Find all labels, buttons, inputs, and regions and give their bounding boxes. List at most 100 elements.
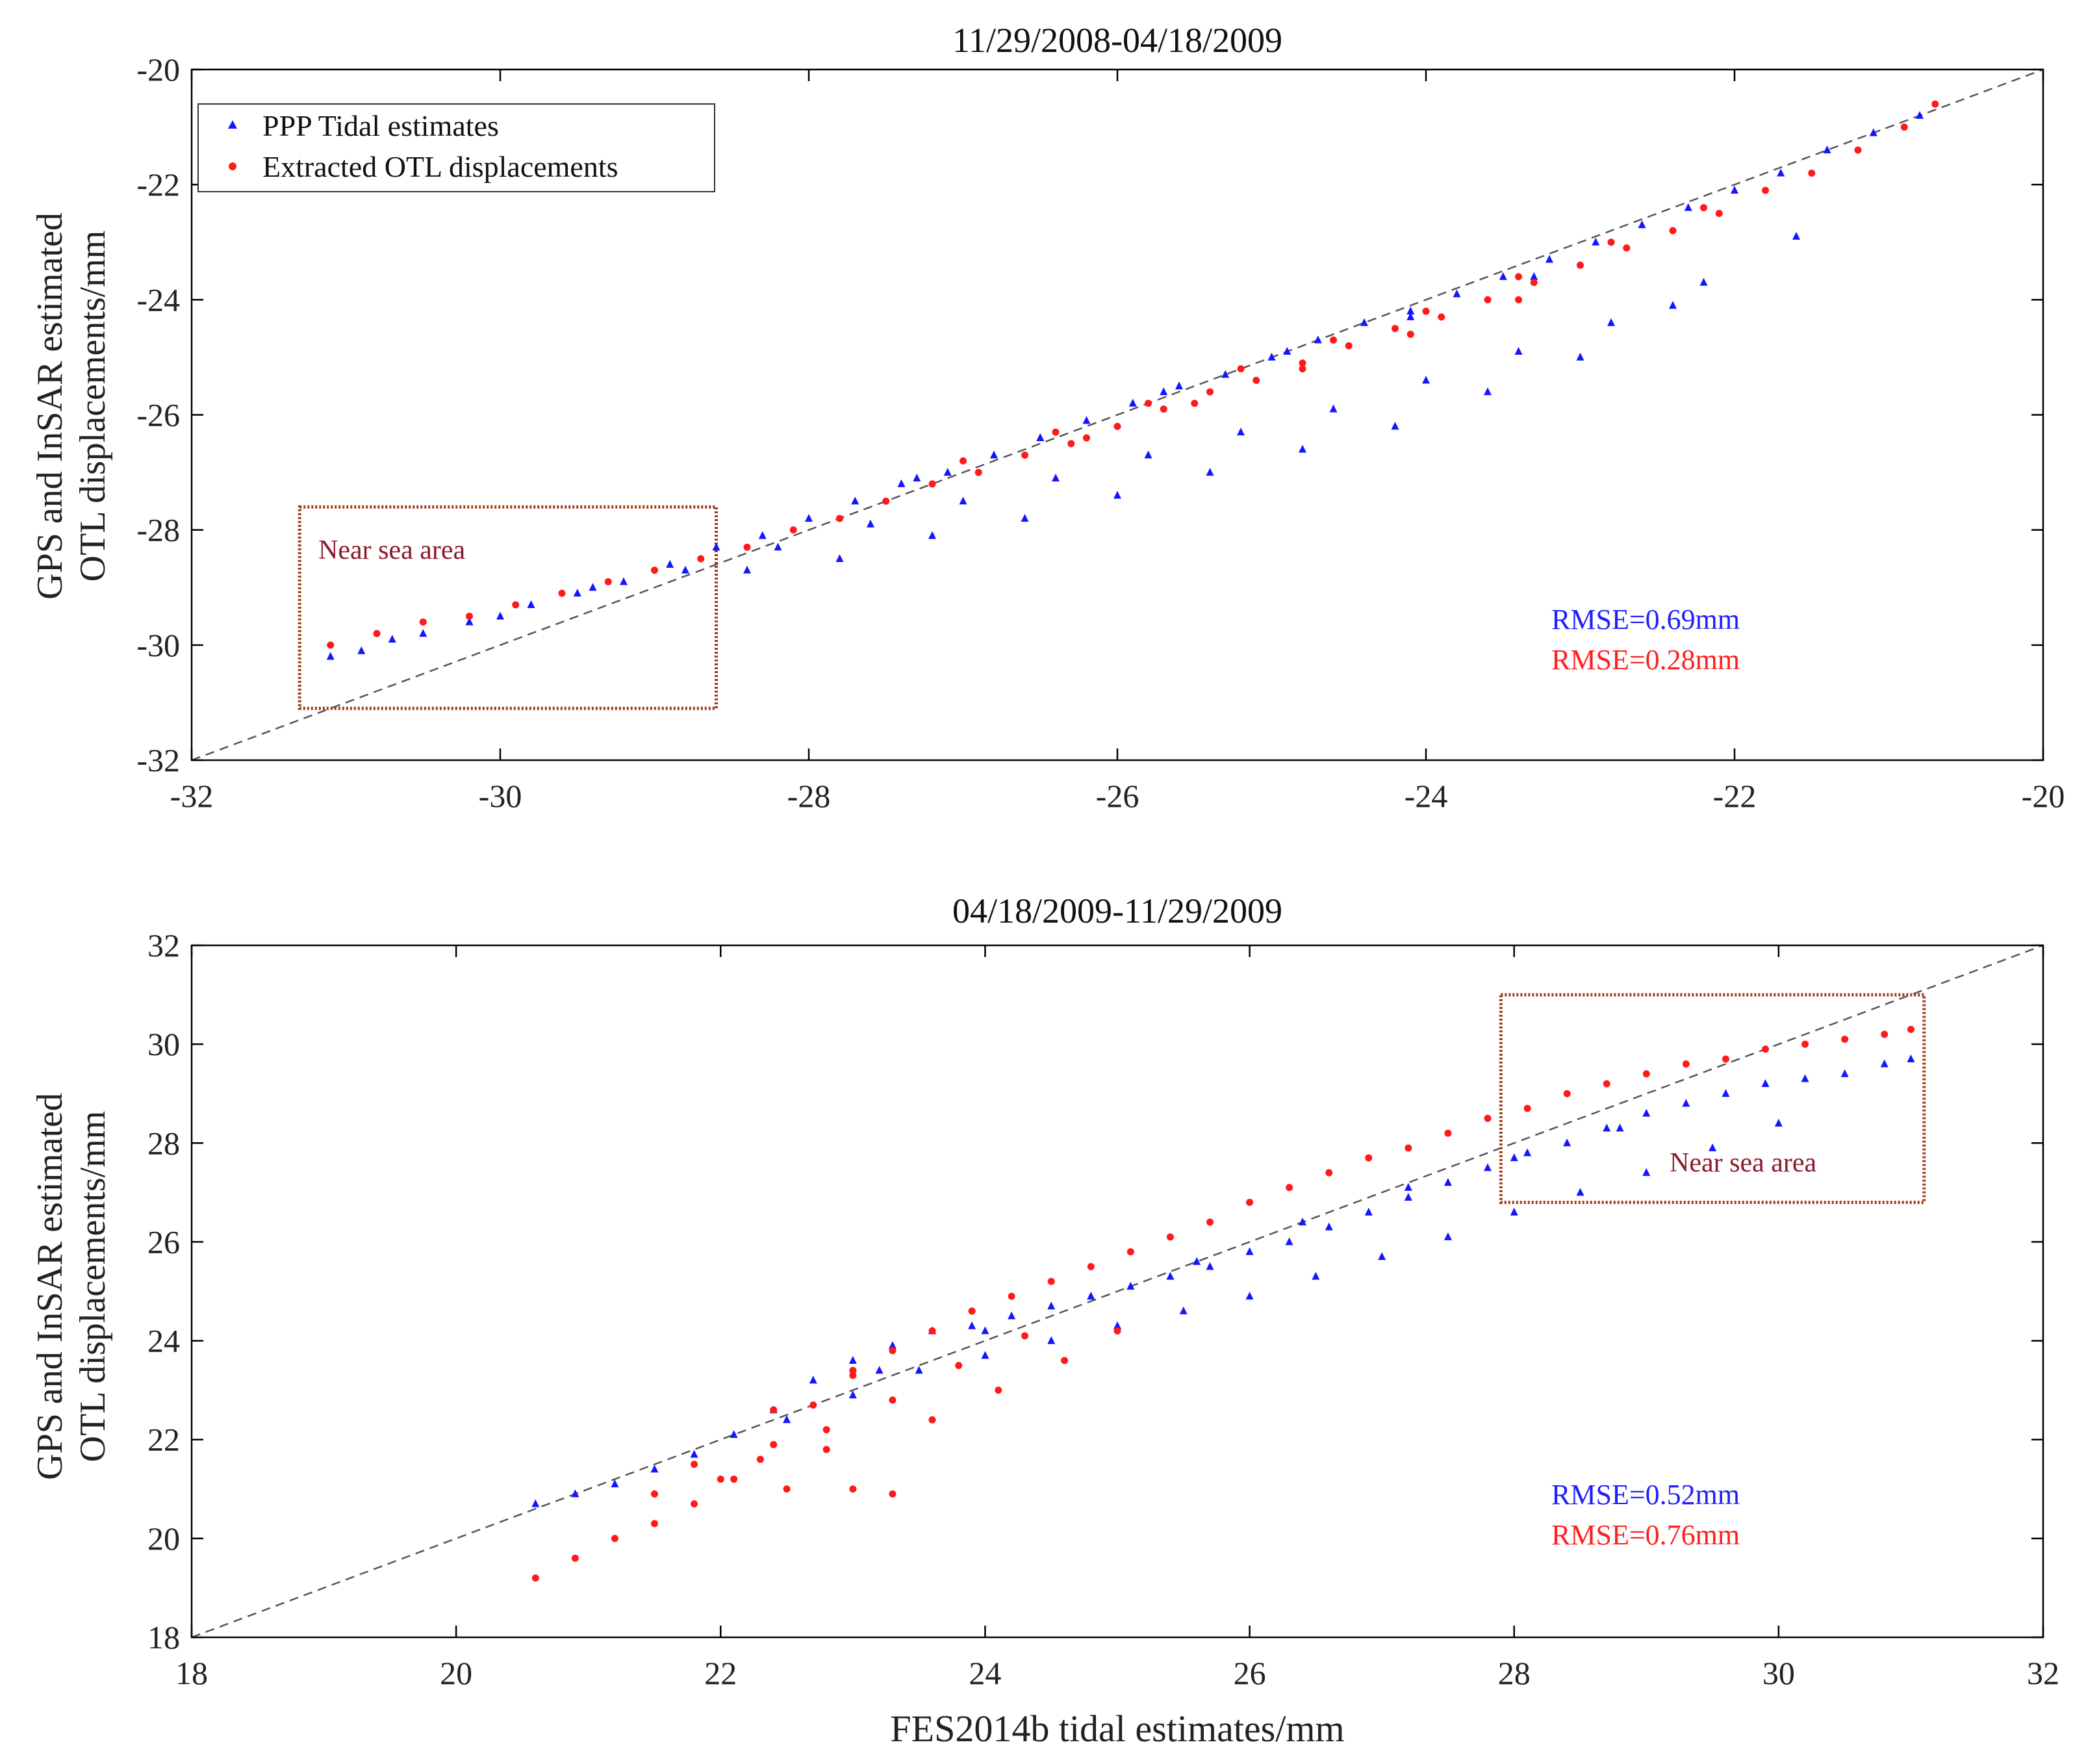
chart-top-ppp-tidal-point (1283, 347, 1291, 355)
chart-top-otl-displacement-point (789, 526, 797, 534)
chart-top-otl-displacement-point (1083, 434, 1090, 442)
chart-top-y-tick-label: -30 (136, 627, 180, 663)
chart-top-y-tick-label: -28 (136, 512, 180, 548)
chart-bottom-x-tick-label: 24 (969, 1655, 1001, 1691)
chart-bottom-rmse-red: RMSE=0.76mm (1551, 1519, 1740, 1551)
chart-top-otl-displacement-point (1762, 186, 1769, 194)
chart-bottom-x-tick-label: 26 (1234, 1655, 1266, 1691)
chart-top-ppp-tidal-point (990, 450, 998, 459)
chart-top-ppp-tidal-point (1669, 301, 1677, 309)
chart-top-y-label: GPS and InSAR estimated OTL displacement… (30, 212, 113, 600)
chart-bottom-y-tick-label: 18 (147, 1619, 180, 1655)
chart-top-y-label-line1: GPS and InSAR estimated (30, 212, 70, 600)
chart-bottom-otl-displacement-point (849, 1366, 857, 1374)
chart-top-ppp-tidal-point (1499, 272, 1507, 280)
chart-top-otl-displacement-point (1330, 336, 1337, 344)
chart-bottom-y-tick-label: 24 (147, 1323, 180, 1359)
chart-bottom-ppp-tidal-point (1642, 1108, 1651, 1117)
chart-bottom-ppp-tidal-point (1761, 1079, 1770, 1087)
chart-top-ppp-tidal-point (1082, 416, 1091, 424)
chart-bottom-ppp-tidal-point (1126, 1281, 1135, 1290)
chart-bottom-ppp-tidal-point (690, 1450, 698, 1458)
chart-top-ppp-tidal-point (1128, 398, 1137, 407)
chart-top-ppp-tidal-point (1592, 237, 1600, 246)
chart-top-ppp-tidal-point (943, 468, 952, 476)
chart-top-ppp-tidal-point (589, 583, 597, 591)
chart-top-rmse-red: RMSE=0.28mm (1551, 644, 1740, 676)
chart-bottom-otl-displacement-point (756, 1455, 764, 1463)
chart-bottom-otl-displacement-point (822, 1426, 830, 1433)
chart-bottom-otl-displacement-point (1206, 1218, 1214, 1226)
chart-top-ppp-tidal-point (851, 496, 859, 505)
chart-bottom-otl-displacement-point (1907, 1025, 1914, 1033)
chart-top-otl-displacement-point (743, 543, 751, 551)
chart-bottom-ppp-tidal-point (1709, 1143, 1717, 1151)
chart-bottom-ppp-tidal-point (1907, 1054, 1915, 1062)
chart-bottom-ppp-tidal-point (1325, 1222, 1333, 1231)
chart-top-y-label-line2: OTL displacements/mm (73, 231, 113, 582)
chart-top-ppp-tidal-point (1391, 422, 1399, 430)
chart-bottom-ppp-tidal-point (1510, 1153, 1518, 1162)
chart-bottom-otl-displacement-point (1603, 1080, 1610, 1088)
chart-bottom-otl-displacement-point (1325, 1169, 1333, 1177)
chart-bottom-ppp-tidal-point (1801, 1074, 1809, 1082)
chart-top-ppp-tidal-point (758, 531, 767, 539)
chart-top-otl-displacement-point (697, 555, 705, 563)
chart-bottom-ppp-tidal-point (1880, 1059, 1889, 1067)
chart-top-ppp-tidal-point (1221, 370, 1230, 378)
chart-top-ticks: -32 -30 -28 -26 -24 -22 -20 -32 -30 -28 -26 -24 -22 -… (136, 51, 2065, 814)
chart-top-ppp-tidal-point (1206, 468, 1214, 476)
chart-top-otl-displacement-point (1253, 376, 1260, 384)
chart-bottom-otl-displacement-point (1047, 1277, 1055, 1285)
chart-bottom-ppp-tidal-point (531, 1499, 540, 1507)
chart-top-ppp-tidal-point (1406, 307, 1415, 315)
chart-top-ppp-tidal-point (1777, 168, 1785, 177)
chart-top-ppp-tidal-point (774, 543, 782, 551)
chart-bottom-otl-displacement-point (691, 1500, 698, 1508)
chart-top-ppp-tidal-point (1607, 318, 1615, 326)
chart-top-otl-displacement-point (882, 497, 890, 505)
chart-bottom-ppp-tidal-point (1484, 1163, 1492, 1171)
chart-bottom-otl-displacement-point (1087, 1262, 1095, 1270)
chart-bottom-otl-displacement-point (1286, 1184, 1293, 1192)
chart-top-otl-displacement-point (974, 468, 982, 476)
chart-top-otl-displacement-point (604, 578, 612, 585)
chart-top-ppp-tidal-point (357, 646, 366, 654)
chart-top-otl-displacement-point (1160, 405, 1167, 413)
chart-top-ppp-tidal-point (1792, 231, 1800, 240)
chart-top-ppp-tidal-point (712, 543, 720, 551)
chart-top-x-tick-label: -30 (479, 778, 522, 814)
chart-bottom-ppp-tidal-point (848, 1390, 857, 1399)
chart-top-ppp-tidal-point (527, 600, 535, 608)
chart-top-y-tick-label: -32 (136, 742, 180, 778)
chart-bottom-otl-displacement-point (1021, 1332, 1028, 1340)
chart-bottom-otl-displacement-point (651, 1520, 658, 1528)
chart-top-ppp-tidal-point (1545, 255, 1553, 263)
chart-bottom-ppp-tidal-point (1722, 1089, 1730, 1097)
chart-top-ppp-tidal-point (1484, 387, 1492, 396)
chart-top-ppp-tidal-point (1823, 146, 1831, 154)
chart-top-ppp-tidal-point (1237, 428, 1245, 436)
chart-bottom-ppp-tidal-point (1193, 1257, 1201, 1265)
chart-top-ppp-tidal-point (1299, 444, 1306, 453)
chart-top-ppp-tidal-point (1329, 404, 1338, 413)
chart-bottom: 04/18/2009-11/29/2009 GPS and InSAR esti… (30, 891, 2059, 1750)
chart-bottom-ppp-tidal-point (611, 1479, 619, 1488)
chart-top-x-tick-label: -22 (1713, 778, 1757, 814)
chart-bottom-ppp-tidal-point (1008, 1311, 1016, 1320)
chart-bottom-ppp-tidal-point (1285, 1237, 1293, 1246)
chart-bottom-otl-displacement-point (770, 1440, 778, 1448)
chart-top-ppp-tidal-point (1514, 347, 1523, 355)
chart-bottom-otl-displacement-point (889, 1396, 897, 1404)
chart-bottom-y-tick-label: 22 (147, 1422, 180, 1458)
chart-top-rmse-blue: RMSE=0.69mm (1551, 604, 1740, 635)
chart-top-otl-displacement-point (1113, 422, 1121, 430)
chart-bottom-near-sea-label: Near sea area (1670, 1148, 1816, 1178)
chart-bottom-ppp-tidal-point (650, 1464, 659, 1473)
chart-top-x-tick-label: -26 (1096, 778, 1139, 814)
chart-bottom-x-tick-label: 18 (175, 1655, 208, 1691)
chart-top-ppp-tidal-point (465, 617, 474, 626)
chart-top-ppp-tidal-point (743, 565, 751, 574)
chart-bottom-ppp-tidal-point (1378, 1252, 1386, 1260)
